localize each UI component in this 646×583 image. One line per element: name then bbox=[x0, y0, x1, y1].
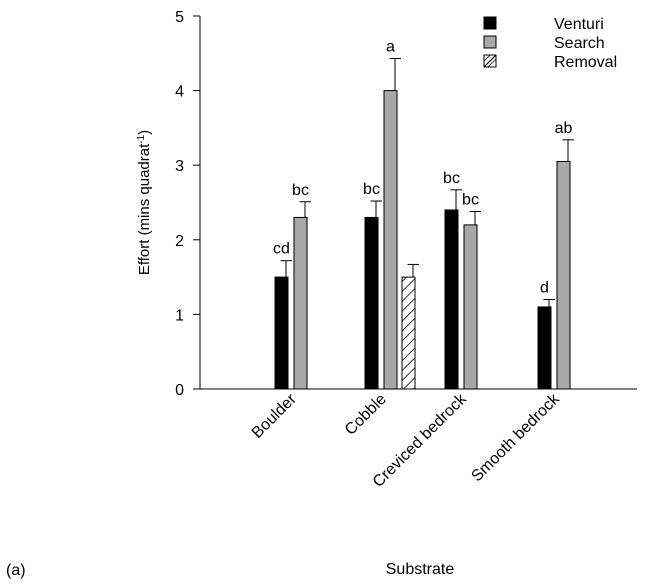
y-tick-label: 5 bbox=[175, 9, 184, 26]
bar-venturi-cobble bbox=[364, 216, 379, 390]
bar-venturi-boulder bbox=[274, 276, 289, 390]
legend-hatch-line bbox=[483, 54, 497, 68]
significance-label: d bbox=[540, 279, 549, 296]
legend-label-search: Search bbox=[554, 35, 605, 52]
y-tick-label: 2 bbox=[175, 233, 184, 250]
x-axis-label: Substrate bbox=[386, 561, 455, 578]
bar-venturi-creviced-bedrock bbox=[444, 209, 459, 390]
significance-label: bc bbox=[462, 191, 479, 208]
significance-label: bc bbox=[363, 181, 380, 198]
panel-label: (a) bbox=[6, 562, 26, 579]
significance-label: bc bbox=[292, 182, 309, 199]
legend: Venturi Search Removal bbox=[483, 16, 617, 71]
legend-label-venturi: Venturi bbox=[554, 16, 604, 33]
y-axis-label: Effort (mins quadrat-1) bbox=[136, 130, 154, 275]
legend-swatch-search bbox=[483, 35, 497, 49]
bar-search-boulder bbox=[293, 216, 308, 390]
significance-label: a bbox=[386, 39, 395, 56]
bar-removal-cobble bbox=[401, 276, 416, 390]
bar-search-creviced-bedrock bbox=[463, 224, 478, 390]
x-tick-label: Smooth bedrock bbox=[468, 390, 563, 485]
significance-label: bc bbox=[443, 170, 460, 187]
bar-venturi-smooth-bedrock bbox=[537, 306, 552, 390]
y-tick-label: 3 bbox=[175, 158, 184, 175]
bar-search-cobble bbox=[383, 90, 398, 390]
y-tick-label: 0 bbox=[175, 382, 184, 399]
legend-swatch-venturi bbox=[483, 16, 497, 30]
legend-label-removal: Removal bbox=[554, 54, 617, 71]
y-tick-label: 4 bbox=[175, 84, 184, 101]
x-tick-label: Boulder bbox=[249, 390, 300, 441]
x-tick-label: Cobble bbox=[342, 391, 390, 439]
significance-label: cd bbox=[273, 241, 290, 258]
significance-label: ab bbox=[555, 120, 573, 137]
y-tick-label: 1 bbox=[175, 307, 184, 324]
bar-search-smooth-bedrock bbox=[556, 160, 571, 390]
